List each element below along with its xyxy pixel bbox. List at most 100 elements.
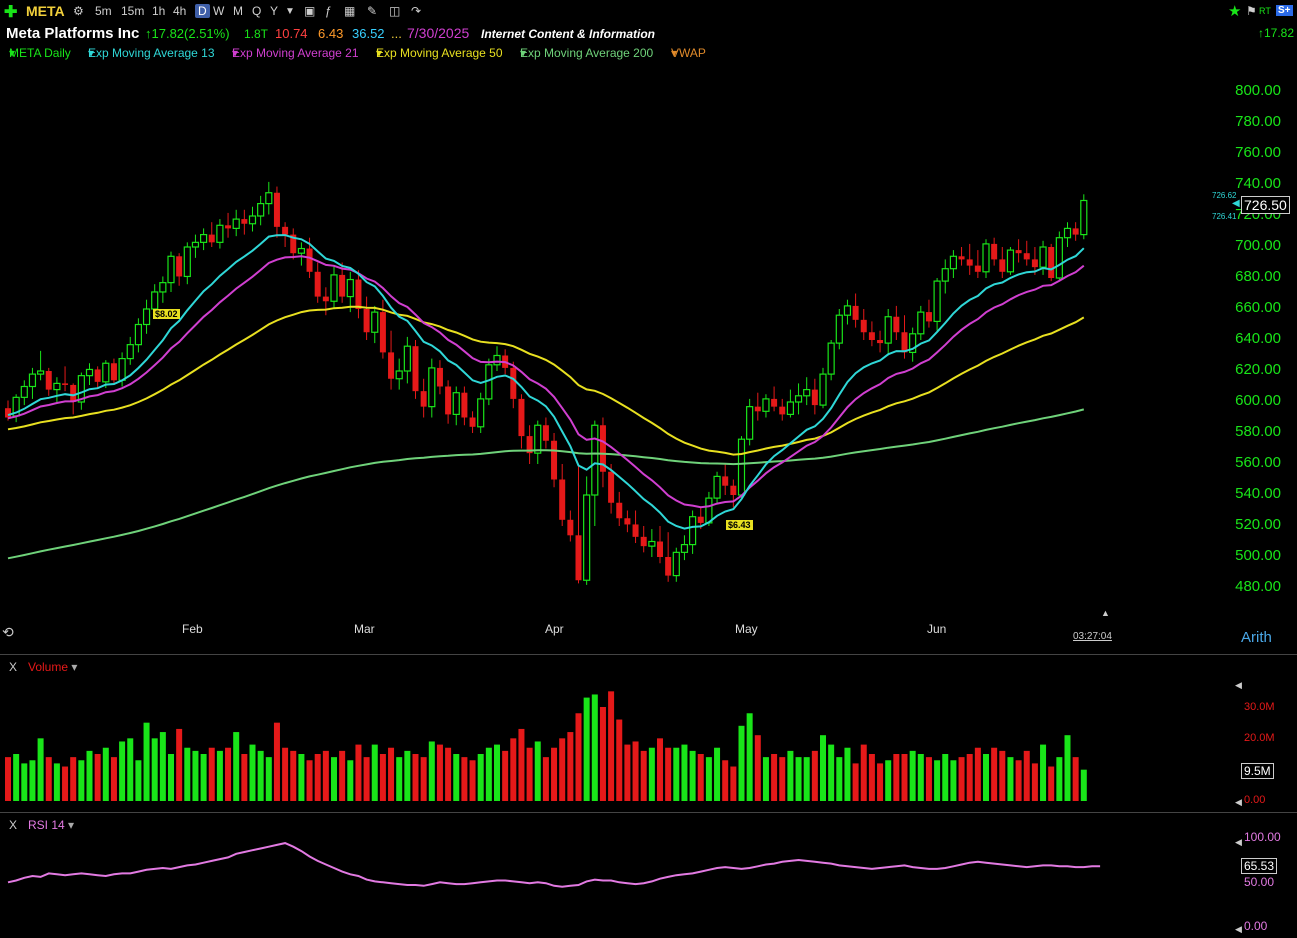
candle-body xyxy=(1048,247,1055,278)
indicator-icon[interactable]: ƒ xyxy=(325,4,332,18)
volume-bar xyxy=(518,728,525,801)
interval-q[interactable]: Q xyxy=(252,4,262,18)
price-tick: 480.00 xyxy=(1235,578,1281,595)
volume-bar xyxy=(583,697,590,801)
flag-icon[interactable]: ⚑ xyxy=(1246,4,1257,18)
interval-4h[interactable]: 4h xyxy=(173,4,187,18)
candle-body xyxy=(510,367,517,399)
price-tick: 780.00 xyxy=(1235,113,1281,130)
volume-bar xyxy=(306,760,313,801)
legend-vwap[interactable]: VWAP ▾ xyxy=(671,46,706,60)
volume-close-button[interactable]: X xyxy=(9,660,18,674)
interval-d[interactable]: D xyxy=(195,4,210,18)
symbol-input[interactable]: META xyxy=(26,3,65,19)
volume-bar xyxy=(494,744,500,801)
interval-15m[interactable]: 15m xyxy=(121,4,145,18)
legend-ema200[interactable]: Exp Moving Average 200 ▾ xyxy=(520,46,654,60)
rsi-last-label: 65.53 xyxy=(1241,858,1278,874)
rsi-chart[interactable] xyxy=(0,815,1240,938)
reset-zoom-icon[interactable]: ⟲ xyxy=(2,624,14,640)
interval-5m[interactable]: 5m xyxy=(95,4,112,18)
star-icon[interactable]: ★ xyxy=(1228,3,1242,20)
ellipsis[interactable]: ... xyxy=(391,26,402,41)
volume-bar xyxy=(991,747,998,801)
volume-title[interactable]: Volume ▾ xyxy=(28,660,78,674)
volume-bar xyxy=(624,744,631,801)
volume-bar xyxy=(5,757,11,801)
candle-body xyxy=(85,368,94,377)
share-icon[interactable]: ↷ xyxy=(411,4,422,18)
candle-body xyxy=(665,557,672,576)
volume-bar xyxy=(795,757,802,801)
right-change: ↑17.82 xyxy=(1258,26,1295,40)
legend-ema50[interactable]: Exp Moving Average 50 ▾ xyxy=(376,46,503,60)
scale-mode-button[interactable]: Arith xyxy=(1241,629,1272,646)
rsi-title[interactable]: RSI 14 ▾ xyxy=(28,818,75,832)
volume-bar xyxy=(665,747,672,801)
plus-icon[interactable]: ✚ xyxy=(4,4,18,21)
candle-body xyxy=(754,406,761,412)
price-chart[interactable] xyxy=(0,62,1240,618)
interval-1h[interactable]: 1h xyxy=(152,4,166,18)
legend-meta-daily[interactable]: META Daily ▾ xyxy=(9,46,71,60)
candle-body xyxy=(232,218,240,230)
candle-body xyxy=(599,425,606,472)
rsi-scroll-icon[interactable]: ◀ xyxy=(1235,837,1242,847)
volume-chart[interactable] xyxy=(0,660,1240,810)
panel-divider[interactable] xyxy=(0,654,1297,655)
candle-body xyxy=(794,395,803,403)
interval-w[interactable]: W xyxy=(213,4,225,18)
candle-body xyxy=(355,279,362,309)
month-label: Jun xyxy=(927,622,947,636)
top-toolbar: ✚ META ⚙ 5m 15m 1h 4h D W M Q Y ▼ ▣ ƒ ▦ … xyxy=(0,0,1297,24)
scroll-up-icon[interactable]: ▲ xyxy=(1101,608,1110,618)
swing-high-label: $8.02 xyxy=(153,309,180,319)
candle-body xyxy=(933,280,941,323)
draw-pencil-icon[interactable]: ✎ xyxy=(367,4,378,18)
calculator-icon[interactable]: ▦ xyxy=(344,4,356,18)
candle-body xyxy=(803,389,811,397)
candle-body xyxy=(575,535,582,581)
plus-badge[interactable]: S+ xyxy=(1276,5,1293,16)
volume-bar xyxy=(241,754,248,801)
candle-body xyxy=(901,332,908,353)
volume-scroll-icon[interactable]: ◀ xyxy=(1235,797,1242,807)
candle-body xyxy=(94,369,101,382)
volume-bar xyxy=(404,750,411,801)
volume-bar xyxy=(379,754,386,801)
candle-body xyxy=(183,246,191,278)
price-tick: 540.00 xyxy=(1235,485,1281,502)
gear-icon[interactable]: ⚙ xyxy=(73,4,84,18)
volume-bar xyxy=(591,694,598,801)
chart-type-icon[interactable]: ▣ xyxy=(304,4,316,18)
candle-body xyxy=(713,475,721,499)
price-axis[interactable]: 800.00 780.00 760.00 740.00 720.00 700.0… xyxy=(1235,62,1297,622)
legend: META Daily ▾ Exp Moving Average 13 ▾ Exp… xyxy=(0,46,1297,62)
ema50-line xyxy=(7,305,1085,456)
interval-dropdown-icon[interactable]: ▼ xyxy=(285,6,295,17)
rsi-close-button[interactable]: X xyxy=(9,818,18,832)
interval-y[interactable]: Y xyxy=(270,4,279,18)
candle-body xyxy=(200,234,208,243)
volume-bar xyxy=(534,741,541,801)
layout-icon[interactable]: ◫ xyxy=(389,4,401,18)
rsi-scroll-icon[interactable]: ◀ xyxy=(1235,924,1242,934)
symbol-header: Meta Platforms Inc ↑17.82(2.51%) 1.8T 10… xyxy=(0,24,1297,44)
clock-time: 03:27:04 xyxy=(1073,631,1112,642)
volume-bar xyxy=(502,750,509,801)
volume-tick: 30.0M xyxy=(1244,701,1275,713)
volume-bar xyxy=(689,750,696,801)
candle-body xyxy=(191,241,200,248)
candle-body xyxy=(949,255,958,270)
candle-body xyxy=(297,247,305,254)
volume-scroll-icon[interactable]: ◀ xyxy=(1235,680,1242,690)
legend-ema13[interactable]: Exp Moving Average 13 ▾ xyxy=(88,46,215,60)
legend-ema21[interactable]: Exp Moving Average 21 ▾ xyxy=(232,46,359,60)
candle-body xyxy=(420,391,427,407)
volume-bar xyxy=(70,757,77,801)
volume-bar xyxy=(510,738,517,801)
interval-m[interactable]: M xyxy=(233,4,243,18)
panel-divider[interactable] xyxy=(0,812,1297,813)
candle-body xyxy=(835,314,843,344)
volume-bar xyxy=(102,747,109,801)
